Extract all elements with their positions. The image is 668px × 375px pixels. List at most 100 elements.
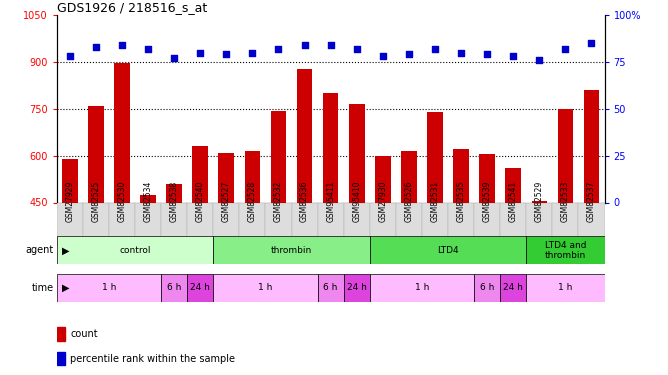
Bar [109,202,135,246]
Text: GSM82526: GSM82526 [404,181,413,222]
Bar [474,202,500,246]
Text: agent: agent [25,245,53,255]
Text: 1 h: 1 h [415,284,429,292]
Bar [375,156,391,203]
Text: ▶: ▶ [62,283,69,293]
Bar [526,236,605,264]
Bar [344,202,370,246]
Bar [323,93,339,202]
Bar [244,151,261,202]
Text: 6 h: 6 h [167,284,181,292]
Point [377,53,388,59]
Text: 1 h: 1 h [259,284,273,292]
Point [534,57,544,63]
Text: GSM82532: GSM82532 [274,181,283,222]
Bar [422,202,448,246]
Bar [370,202,396,246]
Text: 24 h: 24 h [347,284,367,292]
Text: GSM82537: GSM82537 [587,180,596,222]
Text: 24 h: 24 h [190,284,210,292]
Bar [349,104,365,202]
Text: GSM82534: GSM82534 [144,180,152,222]
Text: GSM82538: GSM82538 [170,181,178,222]
Bar [135,202,161,246]
Point [456,50,466,55]
Text: 6 h: 6 h [480,284,494,292]
Point [430,46,440,52]
Text: 6 h: 6 h [323,284,338,292]
Text: LTD4 and
thrombin: LTD4 and thrombin [544,241,586,260]
Bar [213,274,317,302]
Text: GSM82539: GSM82539 [483,180,492,222]
Point [482,51,492,57]
Bar [213,236,370,264]
Text: GSM82525: GSM82525 [92,181,100,222]
Bar [344,274,370,302]
Point [221,51,232,57]
Text: GSM82531: GSM82531 [430,181,440,222]
Text: LTD4: LTD4 [438,246,459,255]
Point [508,53,518,59]
Point [586,40,597,46]
Bar [57,274,161,302]
Bar [57,236,213,264]
Bar [396,202,422,246]
Bar [187,202,213,246]
Text: 1 h: 1 h [102,284,116,292]
Text: thrombin: thrombin [271,246,312,255]
Bar [187,274,213,302]
Bar [213,202,239,246]
Text: GSM82530: GSM82530 [118,180,126,222]
Text: GSM27930: GSM27930 [378,180,387,222]
Bar [454,149,469,202]
Text: time: time [31,283,53,293]
Point [299,42,310,48]
Point [143,46,154,52]
Text: GSM82540: GSM82540 [196,180,204,222]
Bar [558,110,573,202]
Bar [526,274,605,302]
Point [325,42,336,48]
Point [91,44,102,50]
Point [351,46,362,52]
Text: 24 h: 24 h [503,284,523,292]
Bar [500,274,526,302]
Text: GSM95411: GSM95411 [326,180,335,222]
Point [403,51,414,57]
Text: GSM82535: GSM82535 [457,180,466,222]
Bar [370,274,474,302]
Text: percentile rank within the sample: percentile rank within the sample [70,354,235,364]
Bar [370,236,526,264]
Bar [239,202,265,246]
Bar [166,184,182,203]
Bar [140,195,156,202]
Bar [192,146,208,202]
Text: GSM82527: GSM82527 [222,181,231,222]
Bar [480,154,495,203]
Bar [88,106,104,202]
Text: GDS1926 / 218516_s_at: GDS1926 / 218516_s_at [57,1,207,14]
Bar [218,153,234,203]
Point [195,50,206,55]
Bar [161,202,187,246]
Bar [297,69,313,203]
Bar [526,202,552,246]
Text: control: control [120,246,151,255]
Bar [474,274,500,302]
Text: GSM95410: GSM95410 [352,180,361,222]
Bar [317,274,344,302]
Text: GSM27929: GSM27929 [65,180,74,222]
Bar [271,111,287,202]
Point [117,42,128,48]
Text: GSM82533: GSM82533 [561,180,570,222]
Bar [584,90,599,202]
Point [560,46,570,52]
Bar [401,151,417,202]
Bar [552,202,578,246]
Bar [114,63,130,202]
Bar [265,202,291,246]
Point [65,53,75,59]
Bar [57,202,83,246]
Bar [83,202,109,246]
Point [247,50,258,55]
